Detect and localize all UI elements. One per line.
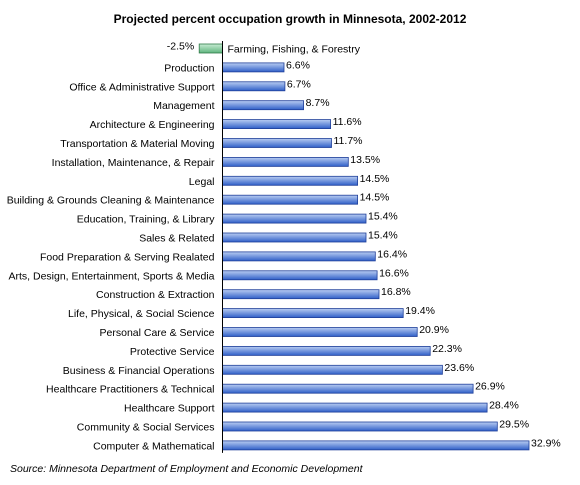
data-label: 11.6% [333, 116, 362, 128]
data-label: 32.9% [531, 437, 561, 449]
bar [222, 138, 332, 148]
data-label: 28.4% [489, 400, 519, 412]
category-label: Business & Financial Operations [63, 365, 215, 377]
category-label: Building & Grounds Cleaning & Maintenanc… [7, 195, 215, 207]
category-label: Healthcare Practitioners & Technical [46, 384, 214, 396]
source-note: Source: Minnesota Department of Employme… [10, 463, 364, 475]
category-label: Food Preparation & Serving Realated [40, 251, 215, 263]
bar [222, 421, 498, 432]
category-label: Office & Administrative Support [69, 81, 214, 93]
data-label: 16.8% [381, 286, 411, 298]
data-label: 16.4% [377, 248, 407, 260]
bar [222, 251, 376, 262]
bar [222, 383, 474, 394]
bar [222, 440, 530, 451]
data-label: 23.6% [444, 362, 474, 374]
chart-title: Projected percent occupation growth in M… [114, 12, 467, 26]
bar [198, 43, 223, 54]
data-label: -2.5% [167, 41, 194, 53]
data-label: 26.9% [475, 381, 505, 393]
bar [222, 194, 359, 205]
bar [222, 308, 404, 319]
bar [222, 119, 331, 129]
bar [222, 364, 443, 375]
data-label: 16.6% [379, 267, 409, 279]
category-label: Healthcare Support [124, 403, 215, 415]
category-label: Education, Training, & Library [77, 214, 215, 226]
bar [222, 81, 286, 92]
data-label: 19.4% [405, 305, 435, 317]
data-label: 6.6% [286, 59, 310, 71]
bar [222, 232, 367, 243]
data-label: 20.9% [419, 324, 449, 336]
data-label: 29.5% [499, 419, 529, 431]
data-label: 6.7% [287, 78, 311, 90]
bar [222, 270, 378, 281]
bar [222, 345, 431, 356]
category-label: Architecture & Engineering [90, 119, 215, 131]
bar [222, 156, 349, 167]
bar [222, 213, 367, 224]
bar [222, 289, 380, 300]
data-label: 15.4% [368, 230, 398, 242]
bar [222, 402, 488, 413]
data-label: 14.5% [360, 173, 390, 185]
category-label: Personal Care & Service [100, 327, 215, 339]
category-label: Management [153, 100, 214, 112]
category-label: Arts, Design, Entertainment, Sports & Me… [8, 270, 214, 282]
data-label: 13.5% [350, 154, 380, 166]
category-label: Transportation & Material Moving [60, 138, 214, 150]
bar [222, 327, 418, 337]
data-label: 8.7% [306, 97, 330, 109]
data-label: 15.4% [368, 211, 398, 223]
bar [222, 62, 285, 73]
value-labels: -2.5% 6.6% 6.7% 8.7%11.6% 11.7% 13.5% 14.5% 14.… [167, 41, 561, 450]
category-label: Community & Social Services [77, 422, 215, 434]
category-label: Farming, Fishing, & Forestry [228, 44, 361, 56]
data-label: 22.3% [432, 343, 462, 355]
category-label: Installation, Maintenance, & Repair [52, 157, 215, 169]
category-label: Protective Service [130, 346, 215, 358]
category-label: Life, Physical, & Social Science [68, 308, 215, 320]
data-label: 14.5% [360, 192, 390, 204]
category-labels: Farming, Fishing, & Forestry Production Of… [7, 44, 361, 453]
category-label: Legal [189, 176, 215, 188]
bars-group [198, 43, 530, 451]
data-label: 11.7% [334, 135, 363, 147]
category-label: Construction & Extraction [96, 289, 215, 301]
bar [222, 175, 359, 186]
category-label: Sales & Related [139, 233, 214, 245]
category-label: Production [164, 62, 214, 74]
bar [222, 100, 304, 111]
category-label: Computer & Mathematical [93, 440, 214, 452]
